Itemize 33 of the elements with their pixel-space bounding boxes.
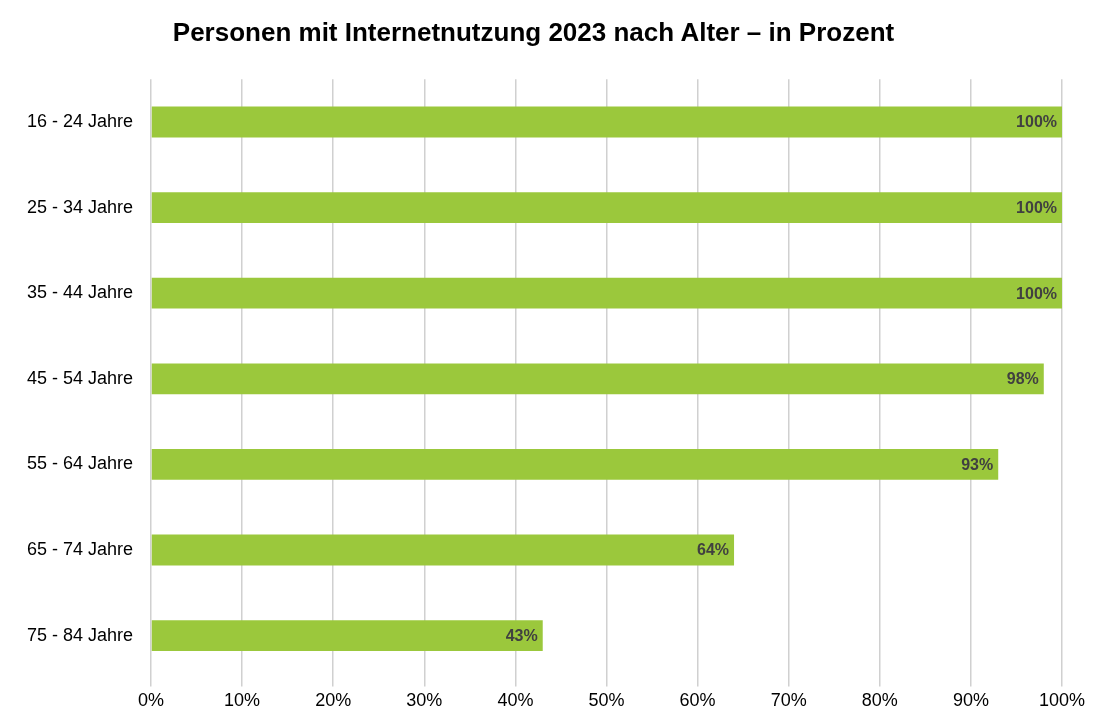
x-tick-label: 40% bbox=[497, 690, 534, 711]
x-tick-label: 60% bbox=[679, 690, 716, 711]
y-tick-label: 16 - 24 Jahre bbox=[26, 110, 133, 131]
data-label: 100% bbox=[1016, 199, 1057, 217]
y-tick-label: 75 - 84 Jahre bbox=[26, 624, 133, 645]
x-tick-label: 0% bbox=[137, 690, 165, 711]
bar bbox=[151, 620, 543, 652]
data-label: 100% bbox=[1016, 284, 1057, 302]
x-tick-label: 100% bbox=[1038, 690, 1086, 711]
x-tick-label: 80% bbox=[861, 690, 898, 711]
y-tick-label: 45 - 54 Jahre bbox=[26, 367, 133, 388]
bar bbox=[151, 106, 1062, 138]
x-tick-label: 30% bbox=[406, 690, 443, 711]
bar bbox=[151, 363, 1044, 395]
x-tick-label: 10% bbox=[224, 690, 261, 711]
bar bbox=[151, 192, 1062, 224]
y-tick-label: 35 - 44 Jahre bbox=[26, 282, 133, 303]
x-tick-label: 90% bbox=[952, 690, 989, 711]
y-tick-label: 55 - 64 Jahre bbox=[26, 453, 133, 474]
data-label: 43% bbox=[505, 627, 538, 645]
bar bbox=[151, 448, 999, 480]
y-tick-label: 65 - 74 Jahre bbox=[26, 538, 133, 559]
x-tick-label: 70% bbox=[770, 690, 807, 711]
data-label: 100% bbox=[1016, 113, 1057, 131]
data-label: 93% bbox=[961, 455, 994, 473]
y-tick-label: 25 - 34 Jahre bbox=[26, 196, 133, 217]
bar bbox=[151, 534, 735, 566]
data-label: 64% bbox=[697, 541, 730, 559]
chart-title: Personen mit Internetnutzung 2023 nach Alter – in Prozent bbox=[172, 16, 895, 47]
bar bbox=[151, 277, 1062, 309]
x-tick-label: 50% bbox=[588, 690, 625, 711]
x-tick-label: 20% bbox=[315, 690, 352, 711]
data-label: 98% bbox=[1006, 370, 1039, 388]
